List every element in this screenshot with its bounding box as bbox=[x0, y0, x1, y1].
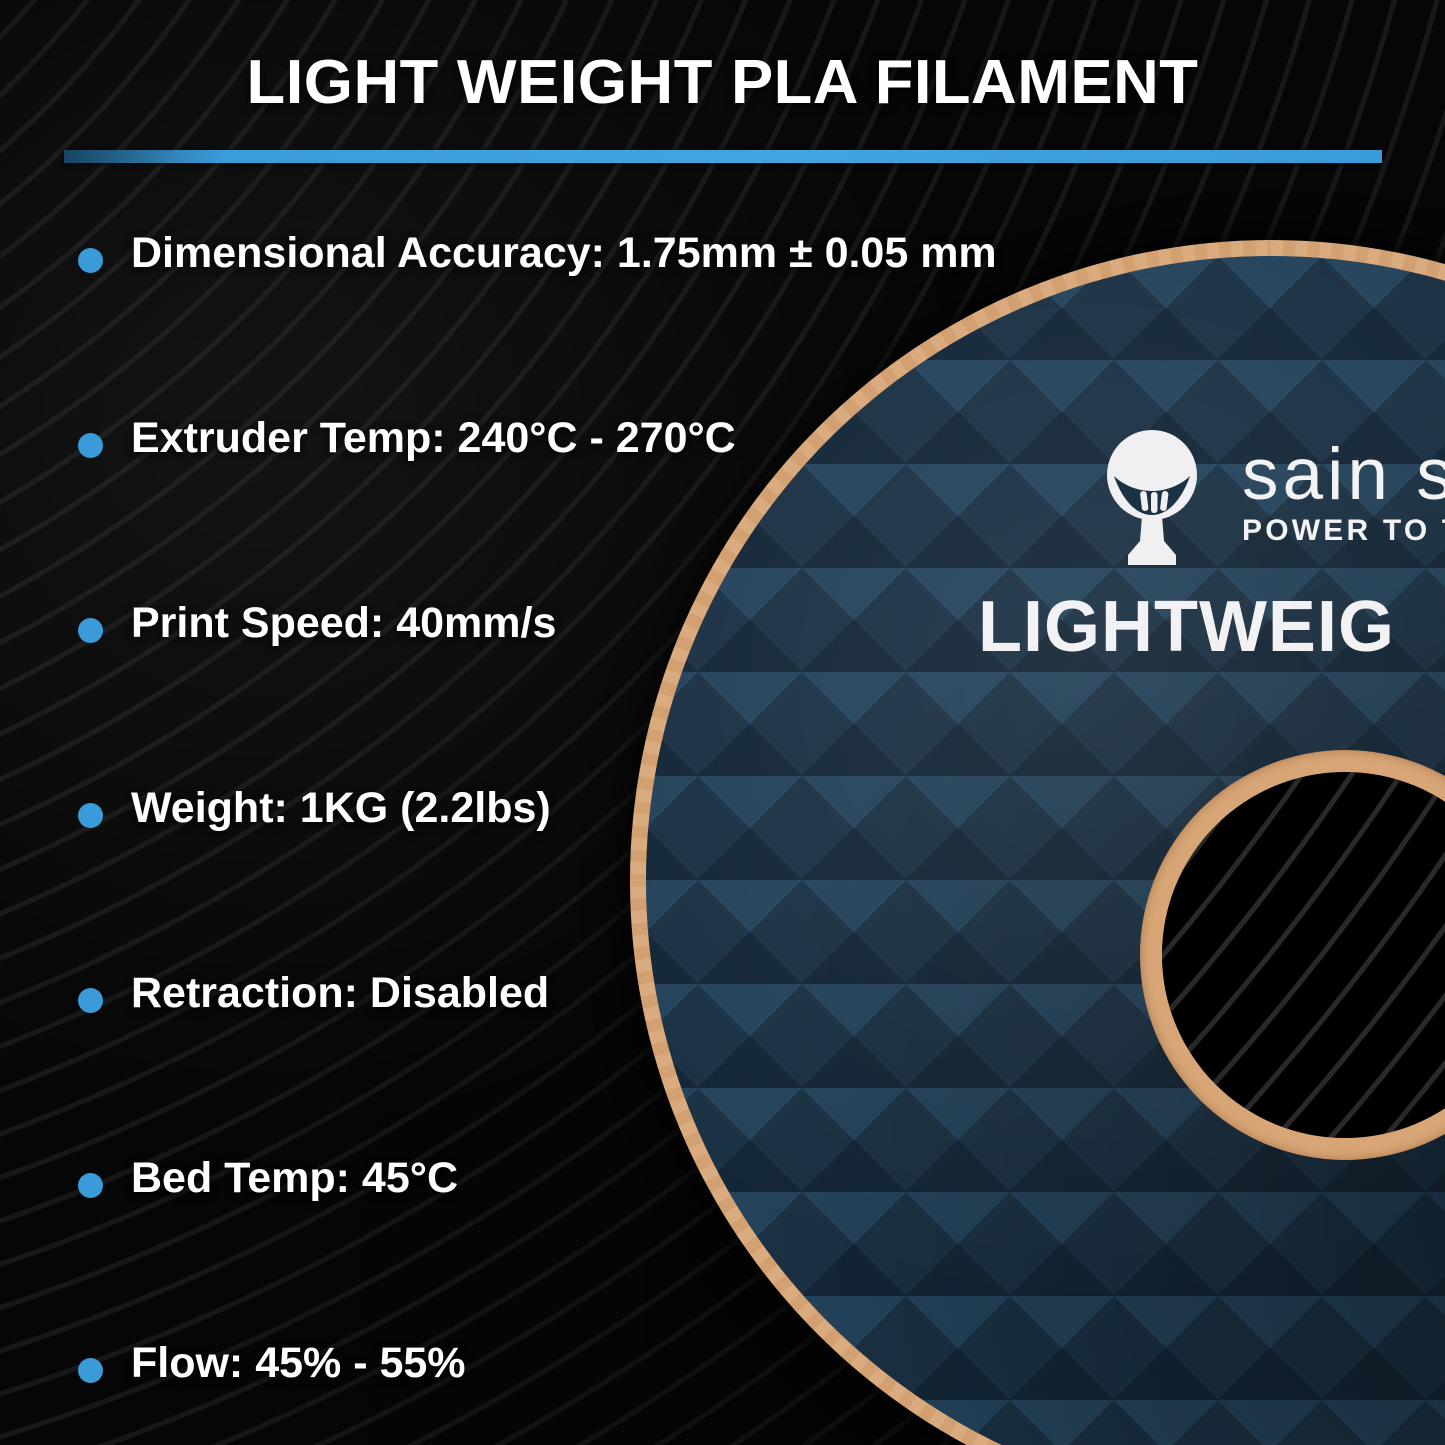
bullet-dot-icon bbox=[78, 1173, 103, 1198]
spool-center-hole bbox=[1162, 772, 1445, 1138]
spool-hub-ring bbox=[1140, 750, 1445, 1160]
bullet-dot-icon bbox=[78, 618, 103, 643]
spec-item: Print Speed: 40mm/s bbox=[78, 602, 1078, 787]
bullet-dot-icon bbox=[78, 988, 103, 1013]
spec-item: Flow: 45% - 55% bbox=[78, 1342, 1078, 1445]
bullet-dot-icon bbox=[78, 248, 103, 273]
brand-tagline: POWER TO T bbox=[1242, 514, 1445, 548]
brand-lockup: sain s POWER TO T bbox=[1106, 419, 1445, 569]
title-accent-bar bbox=[64, 150, 1382, 163]
spec-item: Weight: 1KG (2.2lbs) bbox=[78, 787, 1078, 972]
sainsmart-logo-icon bbox=[1106, 419, 1198, 569]
spec-item: Retraction: Disabled bbox=[78, 972, 1078, 1157]
spec-label: Bed Temp: 45°C bbox=[131, 1154, 459, 1202]
spec-list: Dimensional Accuracy: 1.75mm ± 0.05 mm E… bbox=[78, 232, 1078, 1445]
brand-name: sain s bbox=[1242, 433, 1445, 515]
brand-text: sain s POWER TO T bbox=[1242, 433, 1445, 548]
spec-item: Bed Temp: 45°C bbox=[78, 1157, 1078, 1342]
spec-label: Flow: 45% - 55% bbox=[131, 1339, 466, 1387]
bullet-dot-icon bbox=[78, 433, 103, 458]
spec-label: Print Speed: 40mm/s bbox=[131, 599, 557, 647]
bullet-dot-icon bbox=[78, 803, 103, 828]
bullet-dot-icon bbox=[78, 1358, 103, 1383]
spec-label: Weight: 1KG (2.2lbs) bbox=[131, 784, 551, 832]
spec-label: Extruder Temp: 240°C - 270°C bbox=[131, 414, 736, 462]
spec-item: Dimensional Accuracy: 1.75mm ± 0.05 mm bbox=[78, 232, 1078, 417]
spec-label: Retraction: Disabled bbox=[131, 969, 550, 1017]
spec-item: Extruder Temp: 240°C - 270°C bbox=[78, 417, 1078, 602]
page-title: LIGHT WEIGHT PLA FILAMENT bbox=[246, 48, 1199, 117]
spec-label: Dimensional Accuracy: 1.75mm ± 0.05 mm bbox=[131, 229, 997, 277]
